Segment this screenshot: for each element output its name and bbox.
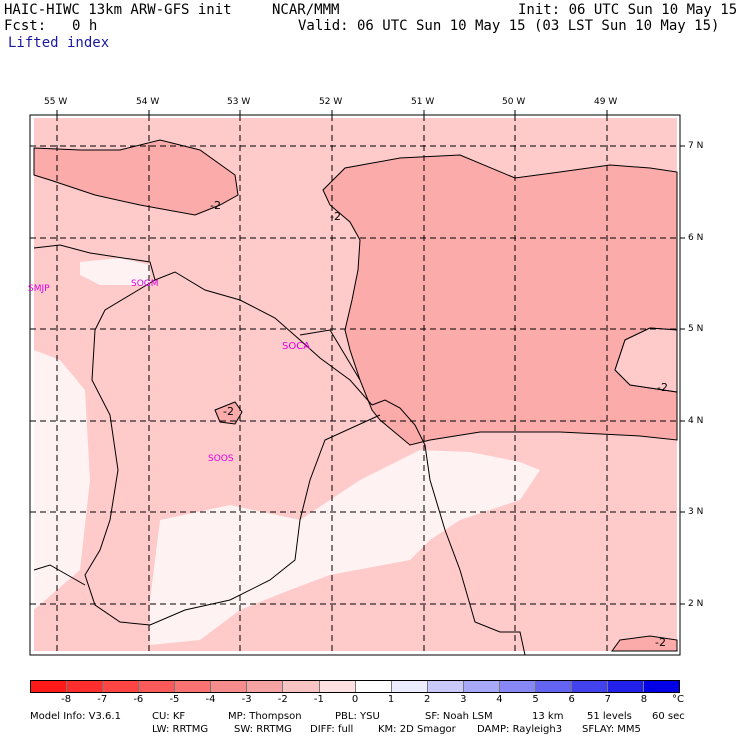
colorbar-tick-label: -1 [313, 694, 324, 705]
footer-item: PBL: YSU [335, 711, 380, 722]
footer-item: 60 sec [652, 711, 685, 722]
footer-item: Model Info: V3.6.1 [30, 711, 121, 722]
footer-item: SW: RRTMG [234, 724, 292, 735]
lat-label: 7 N [688, 141, 704, 151]
contour-label: -2 [223, 405, 234, 418]
model-title: HAIC-HIWC 13km ARW-GFS init [4, 2, 232, 18]
colorbar-tick-label: -6 [133, 694, 144, 705]
borders [33, 244, 526, 656]
footer-item: SFLAY: MM5 [582, 724, 641, 735]
lon-label: 49 W [594, 97, 618, 107]
colorbar-tick-label: -4 [205, 694, 216, 705]
colorbar-tick-label: 3 [460, 694, 467, 705]
graticule [30, 115, 680, 655]
colorbar-swatch [498, 681, 535, 692]
field-name: Lifted index [8, 35, 110, 51]
colorbar-tick-label: -8 [61, 694, 72, 705]
footer-item: 51 levels [587, 711, 632, 722]
ticks [56, 110, 685, 605]
footer-item: KM: 2D Smagor [378, 724, 456, 735]
contour-label: -2 [657, 381, 668, 394]
colorbar-swatch [138, 681, 175, 692]
contour-north-west [33, 139, 239, 216]
colorbar-swatch [426, 681, 463, 692]
footer-item: SF: Noah LSM [425, 711, 493, 722]
station-label: SOOS [208, 454, 234, 464]
colorbar-swatch [570, 681, 607, 692]
footer-item: 13 km [532, 711, 564, 722]
lat-label: 6 N [688, 233, 704, 243]
station-label: SOGM [131, 279, 159, 289]
colorbar-swatch [31, 681, 67, 692]
lon-label: 54 W [136, 97, 160, 107]
colorbar-tick-label: 8 [640, 694, 648, 705]
colorbar-swatch [534, 681, 571, 692]
pale-region-south [150, 450, 540, 645]
colorbar-swatch [174, 681, 211, 692]
colorbar-tick-label: -7 [97, 694, 108, 705]
contour-south-east [611, 635, 678, 652]
colorbar-swatch [246, 681, 283, 692]
colorbar-tick-label: -5 [169, 694, 180, 705]
colorbar-tick-label: 0 [351, 694, 359, 705]
lat-label: 5 N [688, 324, 704, 334]
colorbar-unit: °C [672, 694, 684, 705]
colorbar-swatch [390, 681, 427, 692]
colorbar [30, 680, 680, 693]
colorbar-ticks: -8 -7 -6 -5 -4 -3 -2 -1 0 1 2 3 4 5 6 7 8 [30, 694, 680, 706]
fcst-value: 0 h [72, 18, 98, 34]
colorbar-swatch [318, 681, 355, 692]
valid-time: Valid: 06 UTC Sun 10 May 15 (03 LST Sun … [298, 18, 720, 34]
fcst-label: Fcst: [4, 18, 47, 34]
lon-label: 52 W [319, 97, 343, 107]
footer-item: MP: Thompson [228, 711, 302, 722]
colorbar-tick-label: 7 [604, 694, 611, 705]
colorbar-swatch [354, 681, 391, 692]
colorbar-swatch [282, 681, 319, 692]
colorbar-swatch [643, 681, 680, 692]
colorbar-tick-label: -2 [277, 694, 288, 705]
lon-label: 50 W [502, 97, 526, 107]
station-label: SMJP [28, 284, 50, 294]
colorbar-tick-label: 1 [387, 694, 395, 705]
footer-item: DAMP: Rayleigh3 [477, 724, 563, 735]
init-time: Init: 06 UTC Sun 10 May 15 [518, 2, 738, 18]
footer-item: CU: KF [152, 711, 186, 722]
contour-label: -2 [655, 636, 666, 649]
colorbar-swatch [607, 681, 644, 692]
lon-label: 53 W [227, 97, 251, 107]
contour-east [322, 154, 678, 446]
lat-label: 2 N [688, 599, 704, 609]
contour-label: -2 [330, 210, 341, 223]
lat-label: 3 N [688, 507, 704, 517]
footer-item: DIFF: full [310, 724, 354, 735]
contour-small [214, 401, 243, 425]
contour-label: -2 [210, 199, 221, 212]
colorbar-tick-label: -3 [241, 694, 252, 705]
org-label: NCAR/MMM [272, 2, 340, 18]
pale-region-north [80, 258, 150, 285]
footer-item: LW: RRTMG [152, 724, 209, 735]
pale-region-west [34, 350, 90, 610]
contour-east-hole [614, 327, 678, 393]
colorbar-tick-label: 6 [568, 694, 575, 705]
colorbar-tick-label: 2 [424, 694, 431, 705]
lat-label: 4 N [688, 416, 704, 426]
colorbar-tick-label: 4 [496, 694, 503, 705]
lon-label: 55 W [44, 97, 68, 107]
colorbar-swatch [102, 681, 139, 692]
colorbar-swatch [210, 681, 247, 692]
lon-label: 51 W [411, 97, 435, 107]
station-label: SOCA [282, 341, 311, 352]
colorbar-swatch [66, 681, 103, 692]
colorbar-tick-label: 5 [532, 694, 539, 705]
colorbar-swatch [462, 681, 499, 692]
